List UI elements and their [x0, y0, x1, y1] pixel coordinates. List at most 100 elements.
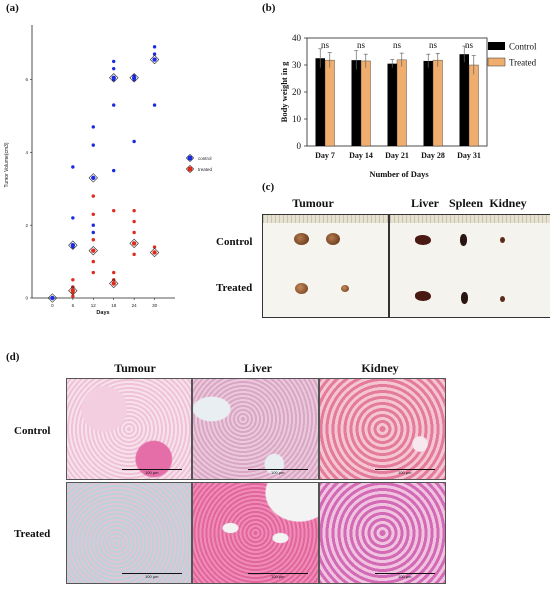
ns-annotation: ns — [321, 40, 330, 50]
control-mean-point — [111, 75, 116, 80]
x-tick-label: 12 — [91, 303, 97, 308]
treated-point — [71, 278, 75, 282]
control-point — [132, 139, 136, 144]
y-tick-label: 2 — [25, 223, 28, 228]
scale-label: 100 µm — [398, 574, 412, 579]
treated-point — [132, 219, 136, 224]
ruler — [390, 215, 550, 223]
scale-label: 100 µm — [271, 574, 285, 579]
bar-control — [459, 54, 469, 147]
control-mean-marker — [149, 54, 160, 65]
y-tick-label: 0 — [297, 141, 302, 151]
bar-control — [423, 60, 433, 147]
treated-point — [132, 230, 136, 235]
photo-row-control: Control — [216, 236, 253, 248]
control-point — [112, 168, 116, 173]
tumour-treated-1 — [295, 283, 308, 294]
control-point — [112, 103, 116, 107]
histo-header-tumour: Tumour — [114, 361, 156, 375]
x-tick-label: 0 — [51, 303, 54, 308]
control-mean-marker — [129, 73, 139, 83]
treated-mean-point — [131, 241, 137, 246]
treated-mean-marker — [149, 247, 160, 258]
scale-label: 100 µm — [145, 470, 159, 475]
treated-mean-marker — [129, 238, 139, 249]
treated-point — [91, 259, 95, 264]
control-mean-point — [131, 75, 137, 80]
scale-label: 100 µm — [145, 574, 159, 579]
treated-mean-point — [91, 248, 96, 253]
y-tick-label: 4 — [25, 150, 28, 155]
control-mean-point — [91, 175, 96, 181]
control-point — [71, 216, 75, 220]
legend-treated-label: Treated — [509, 58, 537, 68]
photo-header-tumour: Tumour — [292, 196, 334, 210]
bar-treated — [432, 59, 443, 147]
scale-bar — [375, 573, 435, 574]
y-tick-label: 6 — [25, 77, 28, 82]
histo-tumour-treated: 100 µm — [66, 482, 192, 584]
treated-mean-marker — [88, 246, 98, 256]
bar-treated — [468, 64, 479, 147]
y-axis-label: Body weight in g — [279, 61, 289, 122]
photo-header-liver: Liver — [411, 196, 439, 210]
histo-kidney-treated: 100 µm — [319, 482, 446, 584]
control-mean-marker — [88, 173, 98, 183]
ruler — [263, 215, 388, 223]
histo-header-kidney: Kidney — [361, 361, 399, 375]
y-tick-label: 20 — [292, 87, 302, 97]
legend-control-label: control — [198, 156, 212, 161]
treated-point — [132, 208, 136, 213]
histo-header-liver: Liver — [244, 361, 272, 375]
control-mean-point — [70, 243, 76, 248]
control-mean-marker — [47, 293, 58, 303]
treated-point — [71, 285, 75, 289]
legend: Control Treated — [487, 42, 537, 68]
treated-mean-point — [152, 250, 157, 255]
control-point — [112, 66, 116, 71]
treated-point — [112, 278, 116, 282]
body-weight-chart: Body weight in g Number of Days 0 10 20 30 4… — [279, 33, 537, 179]
treated-point — [132, 252, 136, 257]
ns-annotation: ns — [429, 40, 438, 50]
y-tick-label: 10 — [292, 114, 302, 124]
scale-bar — [375, 469, 435, 470]
histo-liver-control: 100 µm — [192, 378, 319, 480]
x-tick-label: Day 31 — [457, 151, 481, 160]
x-tick-label: Day 14 — [349, 151, 373, 160]
bar-control — [315, 58, 325, 146]
ns-annotation: ns — [393, 40, 402, 50]
treated-mean-point — [111, 281, 116, 286]
scale-bar — [248, 573, 308, 574]
x-tick-label: 6 — [72, 303, 75, 308]
control-point — [91, 143, 95, 147]
panel-label-d: (d) — [6, 351, 20, 363]
bar-control — [351, 60, 361, 146]
treated-point — [91, 194, 95, 198]
panel-label-b: (b) — [262, 2, 276, 14]
y-axis-label: Tumor Volume(cm3) — [4, 142, 10, 187]
control-point — [152, 52, 157, 56]
histo-row-treated: Treated — [14, 528, 51, 540]
scale-bar — [122, 573, 182, 574]
histo-liver-treated: 100 µm — [192, 482, 319, 584]
treated-mean-marker — [109, 278, 119, 289]
tumour-treated-2 — [341, 285, 349, 292]
photo-header-spleen: Spleen — [448, 196, 483, 210]
control-mean-point — [50, 295, 55, 301]
control-mean-point — [152, 57, 157, 62]
treated-point — [91, 270, 95, 275]
treated-point — [91, 212, 95, 216]
liver-treated — [415, 291, 431, 301]
legend-treated-label: treated — [198, 167, 213, 172]
x-axis-label: Days — [96, 310, 109, 316]
tumour-control-2 — [326, 233, 340, 245]
bar-treated — [360, 60, 371, 147]
tumour-photo — [262, 214, 389, 318]
treated-point — [152, 245, 157, 249]
legend: control treated — [185, 153, 213, 174]
bar-control — [387, 63, 397, 146]
x-tick-label: Day 7 — [315, 151, 335, 160]
x-axis-label: Number of Days — [369, 169, 429, 179]
scale-label: 100 µm — [398, 470, 412, 475]
